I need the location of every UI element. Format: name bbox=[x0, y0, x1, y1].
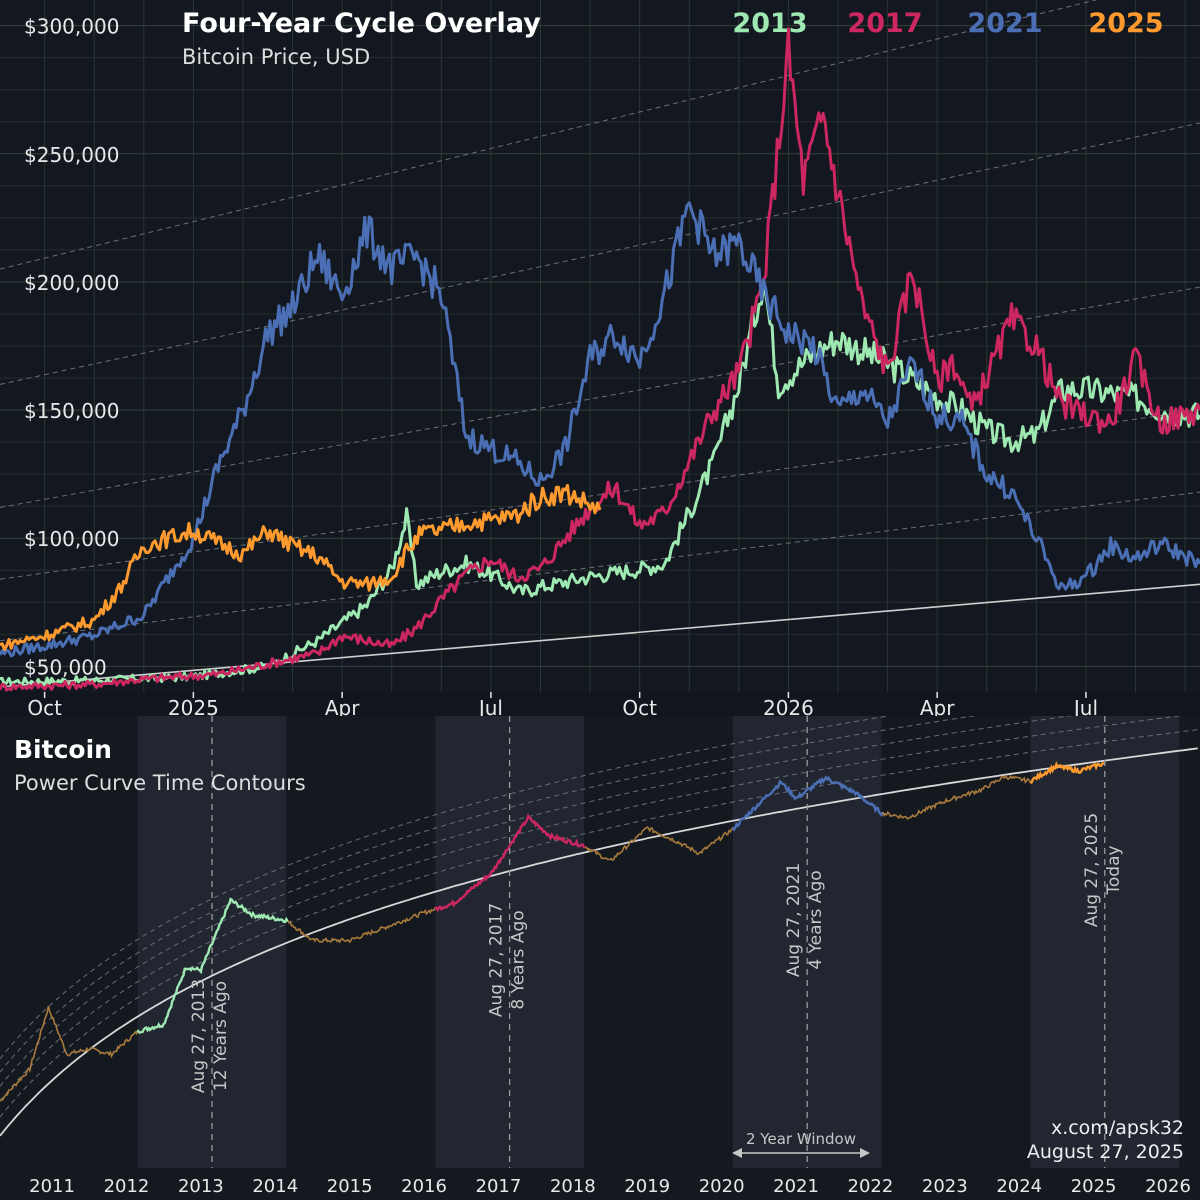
y-tick-label: $100,000 bbox=[24, 527, 119, 551]
time-contour-line bbox=[0, 122, 1200, 385]
x-tick-label: 2026 bbox=[763, 696, 814, 716]
price-history-segment bbox=[434, 813, 586, 913]
time-contour-line bbox=[0, 409, 1200, 580]
date-marker-date: Aug 27, 2021 bbox=[784, 863, 804, 977]
date-marker-ago: 8 Years Ago bbox=[509, 910, 529, 1009]
bottom-x-tick-label: 2022 bbox=[848, 1176, 894, 1197]
x-tick-label: Jul bbox=[1072, 696, 1098, 716]
bottom-x-tick-label: 2023 bbox=[922, 1176, 968, 1197]
time-contour-line bbox=[0, 716, 1073, 1087]
time-contour-line bbox=[0, 491, 1200, 642]
date-marker-ago: 4 Years Ago bbox=[806, 870, 826, 969]
price-history-segment bbox=[731, 775, 884, 832]
price-history-segment bbox=[1030, 761, 1105, 784]
x-tick-label: Apr bbox=[325, 696, 360, 716]
price-history-segment bbox=[882, 774, 1032, 820]
bottom-x-tick-label: 2017 bbox=[476, 1176, 522, 1197]
y-tick-label: $50,000 bbox=[24, 655, 107, 679]
bottom-x-tick-label: 2016 bbox=[401, 1176, 447, 1197]
price-history-segment bbox=[0, 1006, 139, 1102]
x-tick-label: Oct bbox=[27, 696, 62, 716]
date-marker-ago: 12 Years Ago bbox=[211, 981, 231, 1091]
date-marker-date: Aug 27, 2017 bbox=[487, 903, 507, 1017]
bottom-x-tick-label: 2013 bbox=[178, 1176, 224, 1197]
power-curve-chart: Aug 27, 2013 12 Years Ago Aug 27, 2017 8 Ye… bbox=[0, 716, 1200, 1200]
x-tick-label: Jul bbox=[477, 696, 503, 716]
window-arrow-right-icon bbox=[860, 1148, 870, 1158]
time-contour-line bbox=[0, 716, 892, 1060]
bottom-x-tick-label: 2025 bbox=[1071, 1176, 1117, 1197]
cycle-overlay-chart: $50,000 $100,000 $150,000 $200,000 $250,000 $… bbox=[0, 0, 1200, 716]
price-history-segment bbox=[136, 897, 289, 1034]
time-contour-line bbox=[0, 729, 1198, 1118]
credit-date: August 27, 2025 bbox=[1027, 1141, 1184, 1163]
two-year-window-indicator: 2 Year Window bbox=[732, 1130, 870, 1158]
top-chart-subtitle: Bitcoin Price, USD bbox=[182, 45, 370, 69]
y-tick-label: $300,000 bbox=[24, 15, 119, 39]
power-curve-line bbox=[0, 747, 1198, 1137]
window-arrow-left-icon bbox=[732, 1148, 742, 1158]
y-tick-label: $200,000 bbox=[24, 271, 119, 295]
bottom-x-tick-label: 2024 bbox=[996, 1176, 1042, 1197]
credit-handle: x.com/apsk32 bbox=[1051, 1117, 1184, 1139]
series-line-2017 bbox=[0, 27, 1200, 692]
date-marker-ago: Today bbox=[1104, 845, 1124, 895]
legend-entry-2025: 2025 bbox=[1088, 8, 1163, 39]
time-contour-line bbox=[0, 716, 976, 1073]
y-tick-label: $250,000 bbox=[24, 143, 119, 167]
bottom-x-tick-label: 2012 bbox=[104, 1176, 150, 1197]
price-history-segment bbox=[287, 907, 436, 944]
bottom-x-tick-label: 2020 bbox=[699, 1176, 745, 1197]
bottom-chart-subtitle: Power Curve Time Contours bbox=[14, 771, 306, 795]
legend-entry-2021: 2021 bbox=[967, 8, 1042, 39]
bottom-x-tick-label: 2019 bbox=[624, 1176, 670, 1197]
bottom-x-tick-label: 2015 bbox=[327, 1176, 373, 1197]
bottom-x-tick-label: 2014 bbox=[252, 1176, 298, 1197]
y-tick-label: $150,000 bbox=[24, 399, 119, 423]
power-curve-line bbox=[0, 583, 1200, 688]
bottom-x-tick-label: 2026 bbox=[1145, 1176, 1191, 1197]
bottom-x-tick-label: 2011 bbox=[29, 1176, 75, 1197]
bottom-x-tick-label: 2021 bbox=[773, 1176, 819, 1197]
date-marker-date: Aug 27, 2013 bbox=[189, 979, 209, 1093]
bottom-x-tick-label: 2018 bbox=[550, 1176, 596, 1197]
bottom-chart-title: Bitcoin bbox=[14, 735, 112, 764]
date-marker-date: Aug 27, 2025 bbox=[1082, 813, 1102, 927]
x-tick-label: Apr bbox=[920, 696, 955, 716]
time-contour-line bbox=[0, 716, 1183, 1102]
series-line-2025 bbox=[0, 483, 602, 651]
series-line-2021 bbox=[0, 201, 1200, 658]
legend-entry-2013: 2013 bbox=[732, 8, 807, 39]
x-tick-label: Oct bbox=[622, 696, 657, 716]
legend-entry-2017: 2017 bbox=[847, 8, 922, 39]
time-contour-line bbox=[0, 0, 1098, 270]
price-history-segment bbox=[585, 826, 734, 862]
top-chart-title: Four-Year Cycle Overlay bbox=[182, 8, 541, 39]
x-tick-label: 2025 bbox=[168, 696, 219, 716]
window-label: 2 Year Window bbox=[746, 1130, 856, 1148]
